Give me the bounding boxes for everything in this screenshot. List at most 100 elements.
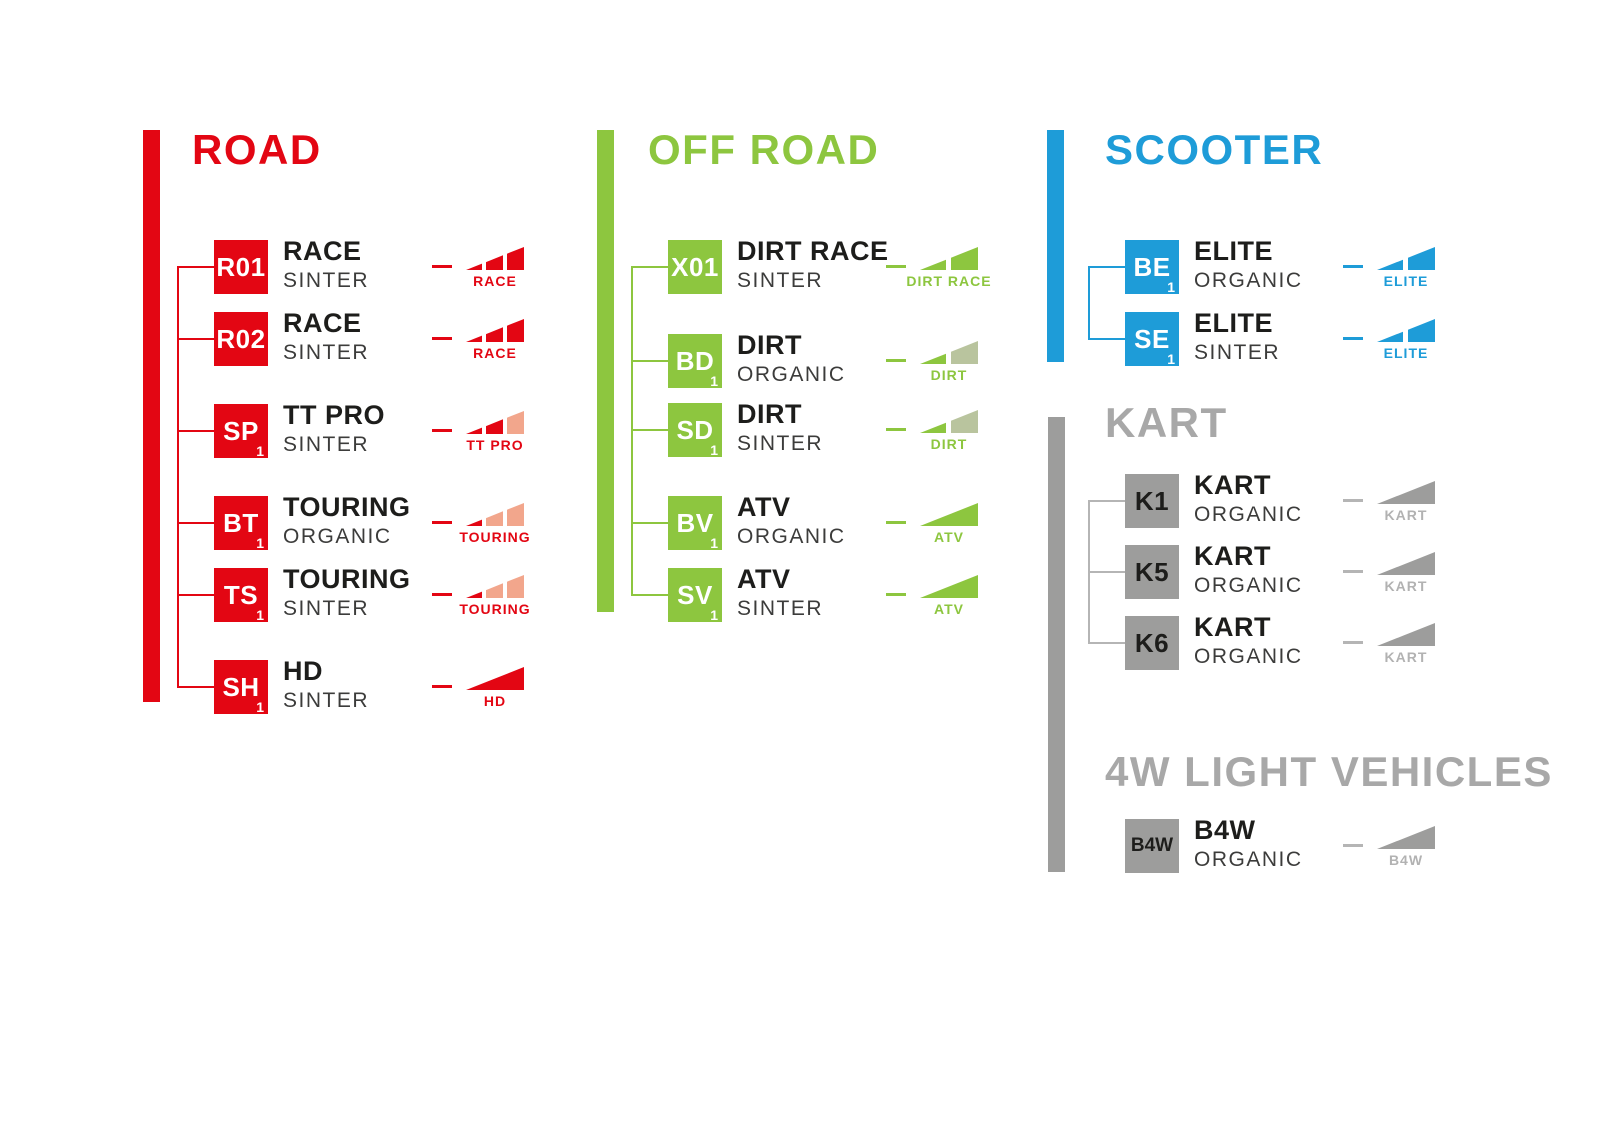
performance-label: ATV [934, 529, 964, 545]
product-code-badge: SE 1 [1125, 312, 1179, 366]
connector-dash [886, 593, 906, 596]
product-row-ts1: TS 1 TOURING SINTER TOURING [214, 564, 559, 626]
product-code-subscript: 1 [710, 607, 718, 623]
product-code: SD [676, 414, 714, 445]
product-row-sv1: SV 1 ATV SINTER ATV [668, 564, 1013, 626]
product-material: SINTER [737, 269, 824, 292]
kart-section-title: KART [1105, 399, 1228, 446]
road-tree-line [177, 267, 179, 687]
product-row-se1: SE 1 ELITE SINTER ELITE [1125, 308, 1470, 370]
product-code: BD [675, 345, 715, 376]
product-name: ELITE [1194, 308, 1274, 338]
product-name: TOURING [283, 492, 411, 522]
product-code: K6 [1134, 627, 1170, 658]
product-material: SINTER [283, 689, 370, 712]
product-material: SINTER [737, 432, 824, 455]
performance-label: ELITE [1383, 345, 1429, 361]
product-row-sd1: SD 1 DIRT SINTER DIRT [668, 399, 1013, 461]
kart-branch-line [1088, 571, 1126, 573]
performance-wedge-icon: TT PRO [466, 411, 524, 453]
product-code: TS [223, 579, 259, 610]
connector-dash [432, 337, 452, 340]
product-material: ORGANIC [1194, 645, 1303, 668]
product-code-badge: SH 1 [214, 660, 268, 714]
product-code-badge: K6 [1125, 616, 1179, 670]
product-code: SE [1134, 323, 1170, 354]
product-row-b4w: B4W B4W ORGANIC B4W [1125, 815, 1470, 877]
performance-wedge-icon: DIRT [920, 410, 978, 452]
product-material: ORGANIC [1194, 574, 1303, 597]
performance-label: TOURING [459, 529, 531, 545]
road-branch-line [177, 686, 215, 688]
product-material: SINTER [737, 597, 824, 620]
performance-label: RACE [473, 273, 517, 289]
kart-branch-line [1088, 500, 1126, 502]
product-code: R01 [216, 251, 266, 282]
connector-dash [1343, 641, 1363, 644]
scooter-branch-line [1088, 338, 1126, 340]
product-name: RACE [283, 308, 362, 338]
product-code-subscript: 1 [256, 699, 264, 715]
product-code-badge: SD 1 [668, 403, 722, 457]
off-road-section-title: OFF ROAD [648, 126, 880, 173]
connector-dash [886, 521, 906, 524]
product-material: ORGANIC [1194, 848, 1303, 871]
road-branch-line [177, 338, 215, 340]
connector-dash [432, 429, 452, 432]
product-code-subscript: 1 [710, 535, 718, 551]
performance-label: DIRT RACE [906, 273, 992, 289]
product-material: ORGANIC [737, 525, 846, 548]
performance-wedge-icon: KART [1377, 552, 1435, 594]
product-code: R02 [216, 323, 266, 354]
road-section-title: ROAD [192, 126, 322, 173]
product-material: ORGANIC [1194, 269, 1303, 292]
connector-dash [886, 359, 906, 362]
connector-dash [1343, 265, 1363, 268]
product-row-be1: BE 1 ELITE ORGANIC ELITE [1125, 236, 1470, 298]
performance-label: B4W [1388, 852, 1424, 868]
performance-label: KART [1384, 507, 1428, 523]
product-code-badge: BE 1 [1125, 240, 1179, 294]
product-code-subscript: 1 [1167, 351, 1175, 367]
product-name: DIRT [737, 399, 802, 429]
road-branch-line [177, 430, 215, 432]
product-row-sp1: SP 1 TT PRO SINTER TT PRO [214, 400, 559, 462]
product-code: SV [677, 579, 713, 610]
performance-wedge-icon: TOURING [459, 503, 530, 545]
off-road-branch-line [631, 266, 669, 268]
product-material: ORGANIC [737, 363, 846, 386]
product-material: SINTER [283, 269, 370, 292]
product-material: SINTER [1194, 341, 1281, 364]
scooter-branch-line [1088, 266, 1126, 268]
product-name: RACE [283, 236, 362, 266]
product-row-k1: K1 KART ORGANIC KART [1125, 470, 1470, 532]
connector-dash [432, 265, 452, 268]
product-material: SINTER [283, 433, 370, 456]
product-row-bd1: BD 1 DIRT ORGANIC DIRT [668, 330, 1013, 392]
product-code-badge: B4W [1125, 819, 1179, 873]
product-row-sh1: SH 1 HD SINTER HD [214, 656, 559, 718]
performance-wedge-icon: ATV [920, 575, 978, 617]
performance-label: RACE [473, 345, 517, 361]
performance-wedge-icon: ELITE [1377, 247, 1435, 289]
product-code-subscript: 1 [710, 442, 718, 458]
connector-dash [1343, 337, 1363, 340]
product-code-badge: BV 1 [668, 496, 722, 550]
product-row-r01: R01 RACE SINTER RACE [214, 236, 559, 298]
product-name: ATV [737, 492, 791, 522]
product-code: K5 [1134, 556, 1170, 587]
performance-label: DIRT [930, 436, 968, 452]
connector-dash [1343, 844, 1363, 847]
kart-section-bar [1048, 417, 1065, 872]
product-name: ELITE [1194, 236, 1274, 266]
product-code: B4W [1130, 835, 1174, 856]
connector-dash [1343, 499, 1363, 502]
connector-dash [432, 593, 452, 596]
product-code: X01 [671, 251, 719, 282]
performance-wedge-icon: ELITE [1377, 319, 1435, 361]
product-name: HD [283, 656, 323, 686]
product-name: TT PRO [283, 400, 385, 430]
product-row-x01: X01 DIRT RACE SINTER DIRT RACE [668, 236, 1013, 298]
product-row-k6: K6 KART ORGANIC KART [1125, 612, 1470, 674]
